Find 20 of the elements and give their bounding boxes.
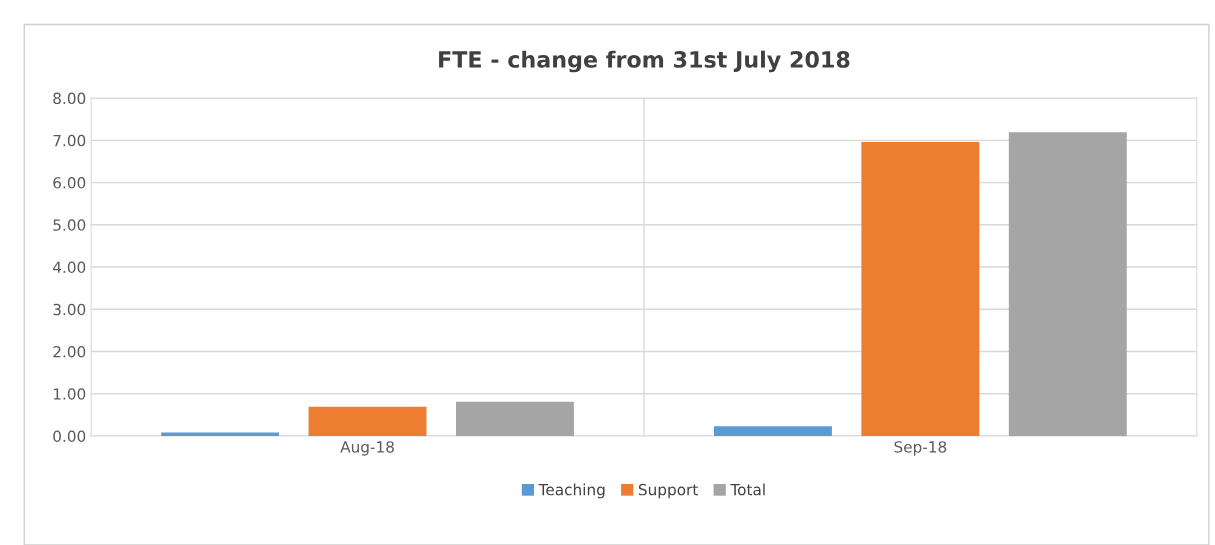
bar <box>861 142 980 436</box>
legend-label: Teaching <box>538 483 605 499</box>
legend-label: Support <box>638 483 698 499</box>
bar <box>455 401 574 436</box>
y-tick-label: 1.00 <box>53 388 86 400</box>
legend-label: Total <box>730 483 765 496</box>
bar <box>308 406 427 436</box>
x-tick-label: Aug-18 <box>340 441 394 456</box>
y-tick-label: 3.00 <box>53 303 86 316</box>
y-tick-label: 2.00 <box>53 345 86 358</box>
bar <box>1008 132 1127 436</box>
y-tick-label: 8.00 <box>53 92 86 105</box>
y-tick-label: 6.00 <box>53 177 86 189</box>
y-tick-label: 7.00 <box>53 134 86 147</box>
bar <box>713 426 832 436</box>
chart-title: FTE - change from 31st July 2018 <box>439 50 850 73</box>
x-tick-label: Sep-18 <box>894 441 947 456</box>
y-tick-label: 4.00 <box>52 261 86 274</box>
y-tick-label: 5.00 <box>53 219 86 231</box>
y-tick-label: 0.00 <box>53 430 86 443</box>
